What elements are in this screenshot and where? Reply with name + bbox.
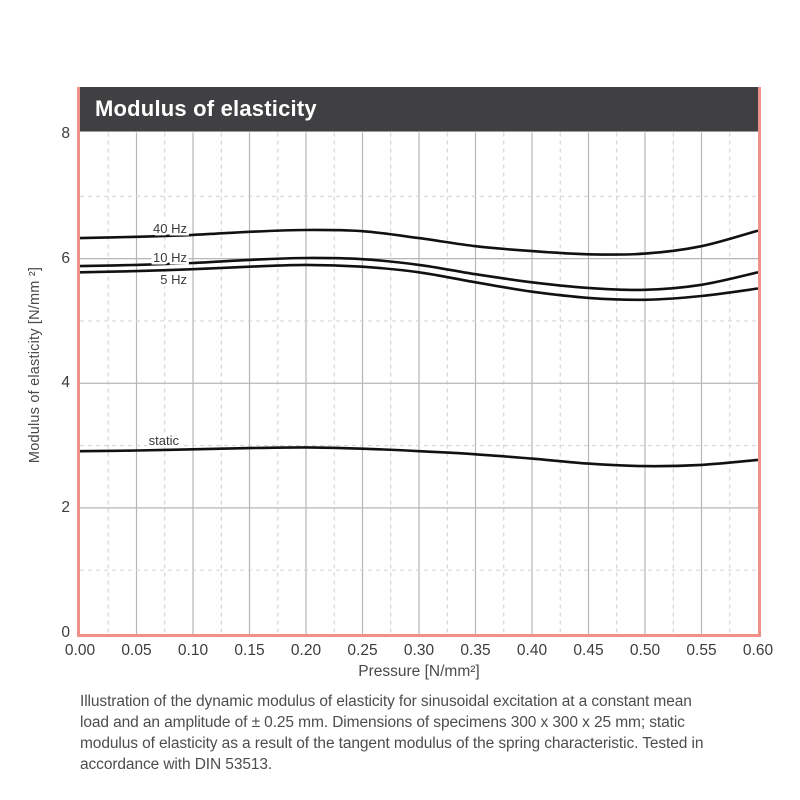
curve-static bbox=[80, 446, 758, 468]
curve-label-5hz: 5 Hz bbox=[160, 272, 187, 287]
figure-caption: Illustration of the dynamic modulus of e… bbox=[80, 691, 760, 775]
y-tick-label: 0 bbox=[61, 623, 70, 641]
x-tick-label: 0.25 bbox=[347, 642, 378, 659]
curve-5hz bbox=[80, 263, 758, 302]
x-tick-label: 0.30 bbox=[403, 642, 435, 659]
plot-area: 40 Hz 10 Hz 5 Hz static Modulus of elastici… bbox=[77, 87, 761, 637]
chart-title-bar: Modulus of elasticity bbox=[80, 87, 758, 132]
x-tick-label: 0.45 bbox=[573, 642, 604, 659]
x-tick-label: 0.35 bbox=[460, 642, 491, 659]
x-tick-label: 0.60 bbox=[742, 642, 774, 659]
x-tick-label: 0.00 bbox=[64, 642, 96, 659]
curve-label-10hz: 10 Hz bbox=[153, 250, 187, 265]
curve-label-40hz: 40 Hz bbox=[153, 221, 187, 236]
caption-line: Illustration of the dynamic modulus of e… bbox=[80, 693, 692, 710]
caption-line: accordance with DIN 53513. bbox=[80, 756, 273, 773]
curve-label-static: static bbox=[149, 433, 180, 448]
y-tick-label: 6 bbox=[61, 249, 70, 267]
y-tick-label: 4 bbox=[61, 374, 70, 392]
curve-10hz bbox=[80, 256, 758, 292]
chart-title: Modulus of elasticity bbox=[95, 96, 317, 121]
x-tick-label: 0.50 bbox=[629, 642, 661, 659]
chart-canvas: 40 Hz 10 Hz 5 Hz static bbox=[80, 132, 758, 634]
x-tick-label: 0.05 bbox=[121, 642, 152, 659]
y-tick-label: 2 bbox=[61, 498, 70, 516]
caption-line: load and an amplitude of ± 0.25 mm. Dime… bbox=[80, 714, 685, 731]
curve-40hz bbox=[80, 228, 758, 256]
x-tick-label: 0.20 bbox=[290, 642, 322, 659]
caption-line: modulus of elasticity as a result of the… bbox=[80, 735, 704, 752]
x-tick-label: 0.15 bbox=[234, 642, 265, 659]
y-axis-title: Modulus of elasticity [N/mm ²] bbox=[27, 266, 43, 464]
x-tick-label: 0.55 bbox=[686, 642, 717, 659]
x-axis-title: Pressure [N/mm²] bbox=[358, 663, 480, 680]
x-tick-label: 0.10 bbox=[177, 642, 209, 659]
y-tick-label: 8 bbox=[61, 125, 70, 142]
x-tick-label: 0.40 bbox=[516, 642, 548, 659]
